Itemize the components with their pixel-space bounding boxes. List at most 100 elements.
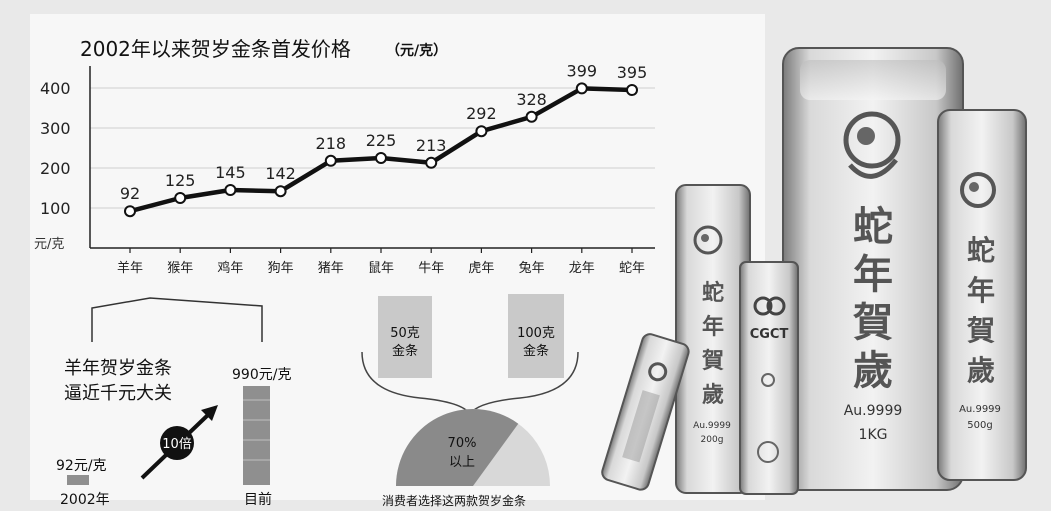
gold-bars-photo: 蛇 年 賀 歲 Au.9999 1KG 蛇 年 賀 歲 Au.9999 500g…	[601, 47, 1027, 495]
data-label: 125	[165, 171, 196, 190]
option-a-box	[378, 296, 432, 378]
large-bar-logo-icon	[843, 111, 901, 179]
svg-text:年: 年	[702, 314, 724, 340]
data-label: 328	[516, 90, 547, 109]
x-tick-label: 龙年	[569, 261, 595, 276]
multiplier-label: 10倍	[162, 437, 192, 452]
line-chart: 2002年以来贺岁金条首发价格 （元/克） 100 200 300 400 羊年 猴年 鸡…	[34, 37, 655, 276]
end-value-label: 990元/克	[232, 367, 291, 383]
price-comparison: 羊年贺岁金条 逼近千元大关 92元/克 2002年 990元/克 目前 10倍	[56, 297, 291, 508]
svg-text:年: 年	[967, 274, 995, 307]
svg-text:歲: 歲	[967, 354, 995, 387]
cgct-logo-icon	[753, 296, 786, 316]
pie-share-slice	[396, 409, 519, 486]
data-point	[375, 152, 387, 164]
data-label: 399	[567, 61, 598, 80]
left-bar-logo-icon	[693, 225, 723, 255]
svg-text:金条: 金条	[523, 343, 549, 359]
y-tick-labels: 100 200 300 400	[40, 79, 71, 218]
multiplier-badge	[160, 426, 194, 460]
chart-title: 2002年以来贺岁金条首发价格	[80, 37, 351, 61]
x-tick-label: 蛇年	[619, 261, 645, 276]
end-year-label: 目前	[244, 491, 272, 508]
data-point	[575, 82, 588, 95]
consumer-choice: 50克 金条 100克 金条 70% 以上 消费者选择这两款贺岁金条	[361, 294, 579, 508]
share-label: 70%	[448, 436, 477, 451]
x-tick-label: 虎年	[468, 261, 494, 276]
data-label: 218	[316, 134, 347, 153]
grid-lines	[90, 87, 655, 209]
start-bar	[67, 475, 89, 485]
x-tick-label: 兔年	[519, 261, 545, 276]
data-point	[274, 185, 287, 198]
svg-text:1KG: 1KG	[859, 427, 888, 443]
x-tick-label: 猴年	[167, 261, 193, 276]
data-label: 142	[265, 164, 296, 183]
tilted-bar	[601, 333, 690, 491]
svg-text:金条: 金条	[392, 343, 418, 359]
small-bar-logo-text: CGCT	[750, 327, 789, 342]
start-value-label: 92元/克	[56, 458, 107, 474]
right-bar-logo-icon	[960, 172, 996, 208]
y-tick-label: 300	[40, 119, 71, 138]
start-year-label: 2002年	[60, 492, 110, 508]
x-tick-label: 鼠年	[368, 261, 394, 276]
svg-text:以上: 以上	[449, 455, 475, 470]
axes	[89, 66, 655, 253]
data-label: 395	[617, 63, 648, 82]
small-bar	[739, 261, 799, 495]
data-label: 292	[466, 104, 497, 123]
data-labels: 92 125 145 142 218 225 213 292 328 399 395	[120, 61, 647, 203]
data-label: 92	[120, 184, 140, 203]
y-tick-label: 200	[40, 159, 71, 178]
comparison-headline-1: 羊年贺岁金条	[64, 358, 172, 379]
x-tick-label: 牛年	[418, 261, 444, 276]
chart-unit-label: （元/克）	[386, 42, 447, 59]
consumer-caption: 消费者选择这两款贺岁金条	[382, 493, 526, 508]
data-label: 225	[366, 131, 397, 150]
data-points	[124, 82, 638, 218]
data-label: 213	[416, 136, 447, 155]
right-bar	[937, 109, 1027, 481]
data-point	[425, 156, 438, 169]
svg-text:500g: 500g	[967, 420, 992, 431]
data-point	[124, 205, 136, 218]
data-point	[224, 184, 237, 196]
svg-text:200g: 200g	[701, 435, 724, 445]
x-tick-label: 狗年	[268, 261, 294, 276]
option-b-label: 100克	[517, 326, 555, 341]
svg-text:賀: 賀	[853, 300, 893, 346]
svg-text:年: 年	[853, 252, 893, 298]
x-tick-label: 猪年	[318, 261, 344, 276]
large-bar-weight: Au.9999	[844, 403, 903, 419]
left-bar-inscription: 蛇	[702, 280, 724, 306]
right-bar-weight: Au.9999	[959, 404, 1001, 415]
data-point	[174, 192, 187, 204]
svg-text:賀: 賀	[701, 349, 724, 374]
data-point	[525, 110, 538, 123]
svg-text:賀: 賀	[966, 314, 995, 347]
y-axis-label: 元/克	[34, 237, 64, 252]
x-tick-labels: 羊年 猴年 鸡年 狗年 猪年 鼠年 牛年 虎年 兔年 龙年 蛇年	[117, 260, 645, 276]
arrow-head-icon	[201, 405, 218, 421]
svg-text:歲: 歲	[702, 383, 724, 408]
svg-text:歲: 歲	[853, 348, 893, 394]
data-point	[626, 84, 638, 96]
y-tick-label: 100	[40, 199, 71, 218]
x-tick-label: 羊年	[117, 260, 143, 276]
data-label: 145	[215, 163, 246, 182]
left-bar-weight: Au.9999	[693, 421, 731, 431]
right-bar-inscription: 蛇	[967, 234, 995, 267]
y-tick-label: 400	[40, 79, 71, 98]
x-tick-label: 鸡年	[217, 260, 243, 276]
end-bar	[243, 386, 270, 485]
option-a-label: 50克	[390, 326, 420, 341]
option-b-box	[508, 294, 564, 378]
end-bar-pattern	[243, 399, 270, 461]
comparison-headline-2: 逼近千元大关	[64, 383, 172, 404]
data-point	[475, 125, 488, 138]
large-bar-inscription: 蛇	[853, 204, 893, 250]
bracket	[91, 297, 263, 335]
data-point	[324, 154, 337, 167]
